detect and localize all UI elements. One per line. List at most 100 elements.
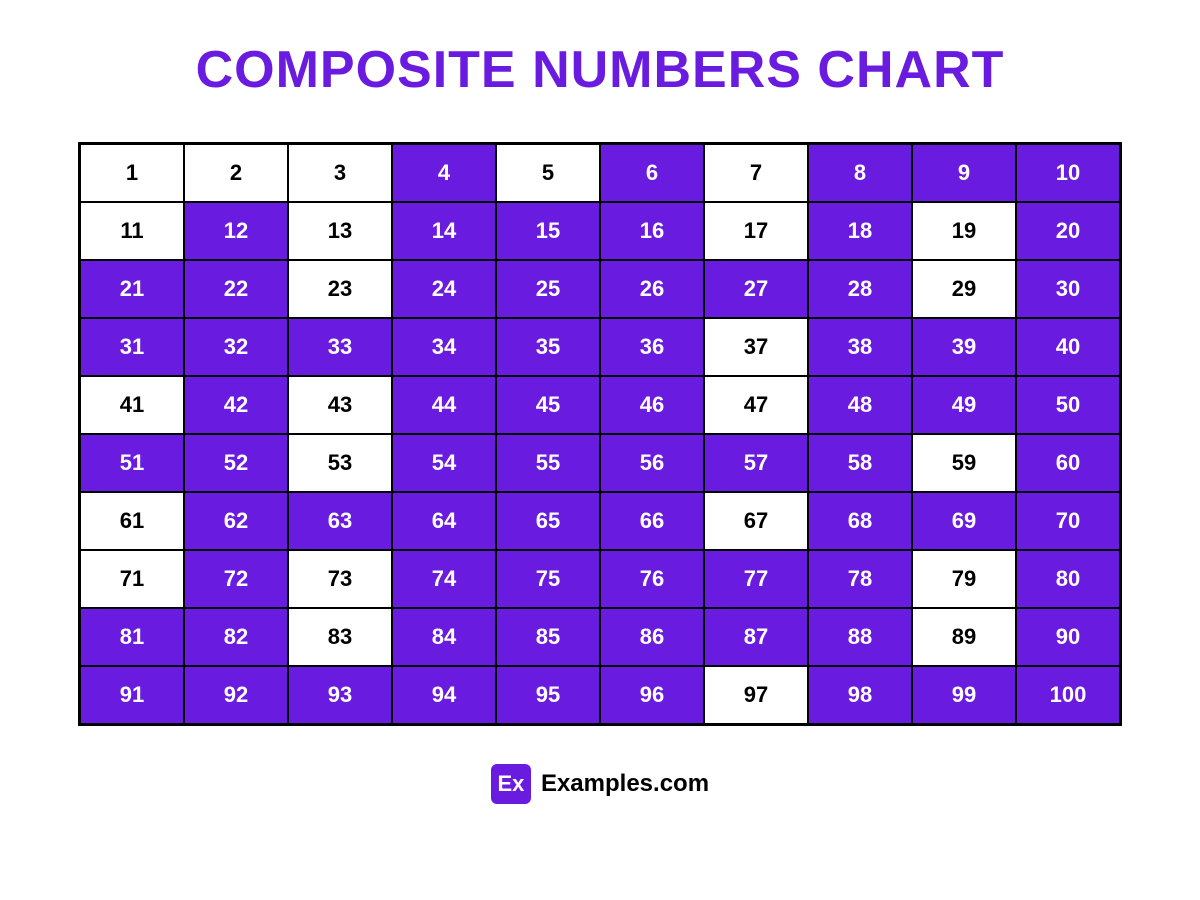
number-cell: 93 — [288, 666, 392, 724]
number-cell: 49 — [912, 376, 1016, 434]
number-cell: 47 — [704, 376, 808, 434]
number-cell: 46 — [600, 376, 704, 434]
number-cell: 7 — [704, 144, 808, 202]
number-cell: 13 — [288, 202, 392, 260]
number-cell: 31 — [80, 318, 184, 376]
number-cell: 45 — [496, 376, 600, 434]
number-cell: 94 — [392, 666, 496, 724]
number-cell: 50 — [1016, 376, 1120, 434]
number-cell: 20 — [1016, 202, 1120, 260]
number-cell: 75 — [496, 550, 600, 608]
number-cell: 3 — [288, 144, 392, 202]
number-cell: 9 — [912, 144, 1016, 202]
number-cell: 63 — [288, 492, 392, 550]
number-cell: 92 — [184, 666, 288, 724]
number-cell: 70 — [1016, 492, 1120, 550]
number-cell: 66 — [600, 492, 704, 550]
number-cell: 56 — [600, 434, 704, 492]
number-cell: 52 — [184, 434, 288, 492]
number-cell: 1 — [80, 144, 184, 202]
number-cell: 89 — [912, 608, 1016, 666]
number-cell: 77 — [704, 550, 808, 608]
number-cell: 67 — [704, 492, 808, 550]
number-cell: 19 — [912, 202, 1016, 260]
number-cell: 84 — [392, 608, 496, 666]
number-cell: 65 — [496, 492, 600, 550]
number-cell: 2 — [184, 144, 288, 202]
number-cell: 81 — [80, 608, 184, 666]
number-cell: 83 — [288, 608, 392, 666]
number-cell: 39 — [912, 318, 1016, 376]
number-cell: 29 — [912, 260, 1016, 318]
number-cell: 60 — [1016, 434, 1120, 492]
number-cell: 86 — [600, 608, 704, 666]
number-cell: 16 — [600, 202, 704, 260]
numbers-grid: 1234567891011121314151617181920212223242… — [78, 142, 1122, 726]
number-cell: 25 — [496, 260, 600, 318]
number-cell: 41 — [80, 376, 184, 434]
footer-site-text: Examples.com — [541, 770, 709, 798]
number-cell: 59 — [912, 434, 1016, 492]
number-cell: 30 — [1016, 260, 1120, 318]
number-cell: 6 — [600, 144, 704, 202]
number-cell: 79 — [912, 550, 1016, 608]
number-cell: 38 — [808, 318, 912, 376]
number-cell: 71 — [80, 550, 184, 608]
number-cell: 68 — [808, 492, 912, 550]
number-cell: 12 — [184, 202, 288, 260]
number-cell: 35 — [496, 318, 600, 376]
number-cell: 96 — [600, 666, 704, 724]
number-cell: 87 — [704, 608, 808, 666]
footer: Ex Examples.com — [491, 764, 709, 804]
number-cell: 69 — [912, 492, 1016, 550]
number-cell: 43 — [288, 376, 392, 434]
number-cell: 82 — [184, 608, 288, 666]
number-cell: 78 — [808, 550, 912, 608]
number-cell: 17 — [704, 202, 808, 260]
number-cell: 48 — [808, 376, 912, 434]
number-cell: 98 — [808, 666, 912, 724]
logo-icon: Ex — [491, 764, 531, 804]
number-cell: 23 — [288, 260, 392, 318]
number-cell: 91 — [80, 666, 184, 724]
number-cell: 40 — [1016, 318, 1120, 376]
number-cell: 95 — [496, 666, 600, 724]
number-cell: 73 — [288, 550, 392, 608]
number-cell: 99 — [912, 666, 1016, 724]
number-cell: 62 — [184, 492, 288, 550]
number-cell: 27 — [704, 260, 808, 318]
number-cell: 10 — [1016, 144, 1120, 202]
number-cell: 4 — [392, 144, 496, 202]
number-cell: 44 — [392, 376, 496, 434]
number-cell: 58 — [808, 434, 912, 492]
number-cell: 33 — [288, 318, 392, 376]
number-cell: 53 — [288, 434, 392, 492]
number-cell: 24 — [392, 260, 496, 318]
number-cell: 26 — [600, 260, 704, 318]
number-cell: 11 — [80, 202, 184, 260]
number-cell: 80 — [1016, 550, 1120, 608]
number-cell: 32 — [184, 318, 288, 376]
number-cell: 57 — [704, 434, 808, 492]
number-cell: 28 — [808, 260, 912, 318]
number-cell: 22 — [184, 260, 288, 318]
number-cell: 88 — [808, 608, 912, 666]
number-cell: 74 — [392, 550, 496, 608]
number-cell: 61 — [80, 492, 184, 550]
number-cell: 14 — [392, 202, 496, 260]
number-cell: 76 — [600, 550, 704, 608]
number-cell: 15 — [496, 202, 600, 260]
page-title: COMPOSITE NUMBERS CHART — [196, 40, 1005, 100]
number-cell: 37 — [704, 318, 808, 376]
number-cell: 72 — [184, 550, 288, 608]
number-cell: 100 — [1016, 666, 1120, 724]
number-cell: 8 — [808, 144, 912, 202]
number-cell: 54 — [392, 434, 496, 492]
number-cell: 21 — [80, 260, 184, 318]
number-cell: 5 — [496, 144, 600, 202]
number-cell: 85 — [496, 608, 600, 666]
number-cell: 36 — [600, 318, 704, 376]
number-cell: 90 — [1016, 608, 1120, 666]
number-cell: 34 — [392, 318, 496, 376]
number-cell: 55 — [496, 434, 600, 492]
